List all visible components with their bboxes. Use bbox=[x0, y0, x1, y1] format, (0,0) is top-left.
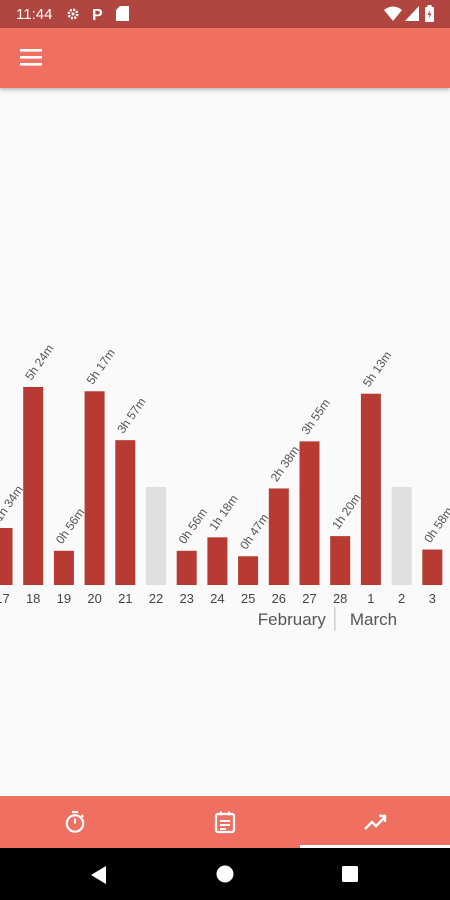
day-bar[interactable] bbox=[115, 440, 136, 585]
bottom-navigation bbox=[0, 796, 450, 848]
day-tick-label: 28 bbox=[333, 591, 347, 606]
day-bar[interactable] bbox=[23, 387, 44, 585]
svg-text:P: P bbox=[92, 7, 103, 22]
day-bar[interactable] bbox=[360, 393, 381, 585]
day-tick-label: 20 bbox=[87, 591, 101, 606]
status-bar: 11:44 P bbox=[0, 0, 450, 28]
day-tick-label: 1 bbox=[367, 591, 374, 606]
day-bar[interactable] bbox=[0, 528, 13, 585]
active-tab-indicator bbox=[300, 845, 450, 848]
duration-label: 3h 57m bbox=[114, 395, 148, 436]
system-navigation-bar bbox=[0, 848, 450, 900]
duration-label: 0h 56m bbox=[53, 506, 87, 547]
recents-icon[interactable] bbox=[342, 866, 358, 882]
status-time: 11:44 bbox=[16, 6, 53, 23]
gear-icon bbox=[67, 8, 79, 20]
duration-label: 2h 38m bbox=[268, 443, 302, 484]
day-bar[interactable] bbox=[422, 549, 443, 585]
signal-icon bbox=[405, 6, 419, 21]
tab-calendar[interactable] bbox=[150, 796, 300, 848]
day-tick-label: 19 bbox=[57, 591, 71, 606]
day-tick-label: 23 bbox=[179, 591, 193, 606]
day-bar[interactable] bbox=[53, 550, 74, 585]
day-tick-label: 18 bbox=[26, 591, 40, 606]
day-bar[interactable] bbox=[176, 550, 197, 585]
back-icon[interactable] bbox=[91, 866, 107, 884]
duration-label: 1h 18m bbox=[206, 492, 240, 533]
empty-day-bar[interactable] bbox=[391, 487, 412, 585]
month-label: February bbox=[258, 610, 327, 629]
day-tick-label: 25 bbox=[241, 591, 255, 606]
day-bar[interactable] bbox=[299, 441, 320, 585]
stopwatch-icon bbox=[65, 811, 85, 833]
day-tick-label: 22 bbox=[149, 591, 163, 606]
duration-label: 0h 56m bbox=[176, 506, 210, 547]
duration-label: 0h 47m bbox=[237, 511, 271, 552]
day-tick-label: 26 bbox=[272, 591, 286, 606]
duration-label: 3h 55m bbox=[298, 396, 332, 437]
hamburger-menu-icon bbox=[20, 49, 42, 66]
day-tick-label: 24 bbox=[210, 591, 224, 606]
month-label: March bbox=[350, 610, 397, 629]
duration-label: 0h 58m bbox=[421, 504, 450, 545]
day-tick-label: 17 bbox=[0, 591, 10, 606]
day-tick-label: 21 bbox=[118, 591, 132, 606]
day-bar[interactable] bbox=[330, 536, 351, 585]
app-bar bbox=[0, 28, 450, 88]
trend-chart-icon bbox=[364, 814, 387, 830]
day-bar[interactable] bbox=[238, 556, 259, 585]
duration-label: 5h 24m bbox=[22, 342, 56, 383]
duration-label: 5h 17m bbox=[84, 346, 118, 387]
day-tick-label: 3 bbox=[429, 591, 436, 606]
sd-card-icon bbox=[116, 6, 129, 21]
day-bar[interactable] bbox=[207, 537, 228, 585]
calendar-list-icon bbox=[214, 811, 236, 834]
battery-icon bbox=[425, 5, 434, 22]
parking-icon: P bbox=[92, 7, 103, 22]
day-tick-label: 2 bbox=[398, 591, 405, 606]
wifi-icon bbox=[384, 6, 402, 21]
tab-stopwatch[interactable] bbox=[0, 796, 150, 848]
home-icon[interactable] bbox=[216, 865, 234, 883]
day-bar[interactable] bbox=[84, 391, 105, 585]
day-bar[interactable] bbox=[268, 488, 289, 585]
duration-label: 1h 20m bbox=[329, 491, 363, 532]
menu-button[interactable] bbox=[12, 40, 50, 76]
tab-statistics[interactable] bbox=[300, 796, 450, 848]
day-tick-label: 27 bbox=[302, 591, 316, 606]
duration-label: 1h 34m bbox=[0, 483, 26, 524]
empty-day-bar[interactable] bbox=[146, 487, 166, 585]
duration-label: 5h 13m bbox=[360, 349, 394, 390]
